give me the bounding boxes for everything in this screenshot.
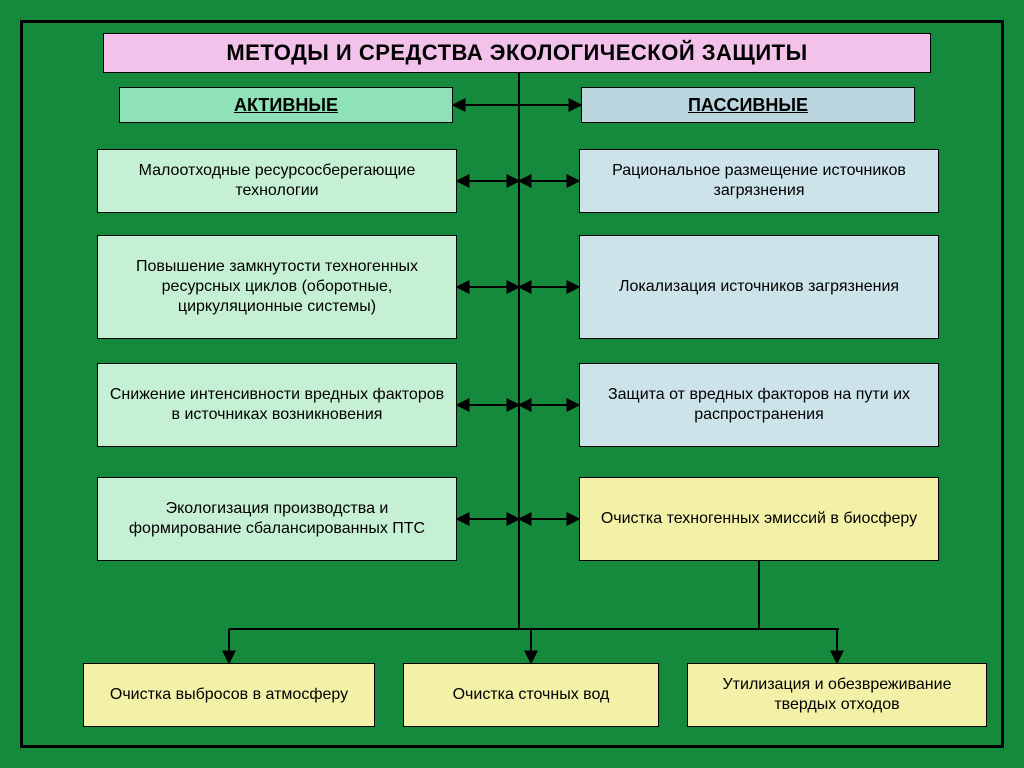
bottom-item-0-text: Очистка выбросов в атмосферу bbox=[110, 685, 348, 705]
passive-item-3: Очистка техногенных эмиссий в биосферу bbox=[579, 477, 939, 561]
active-item-2: Снижение интенсивности вредных факторов … bbox=[97, 363, 457, 447]
active-item-1-text: Повышение замкнутости техногенных ресурс… bbox=[108, 257, 446, 317]
title-text: МЕТОДЫ И СРЕДСТВА ЭКОЛОГИЧЕСКОЙ ЗАЩИТЫ bbox=[226, 39, 807, 67]
category-active-label: АКТИВНЫЕ bbox=[234, 94, 338, 117]
active-item-2-text: Снижение интенсивности вредных факторов … bbox=[108, 385, 446, 425]
bottom-item-1: Очистка сточных вод bbox=[403, 663, 659, 727]
passive-item-1-text: Локализация источников загрязнения bbox=[619, 277, 899, 297]
bottom-item-0: Очистка выбросов в атмосферу bbox=[83, 663, 375, 727]
active-item-0: Малоотходные ресурсосберегающие технолог… bbox=[97, 149, 457, 213]
diagram-outer: МЕТОДЫ И СРЕДСТВА ЭКОЛОГИЧЕСКОЙ ЗАЩИТЫ А… bbox=[0, 0, 1024, 768]
bottom-item-2-text: Утилизация и обезвреживание твердых отхо… bbox=[698, 675, 976, 715]
passive-item-0-text: Рациональное размещение источников загря… bbox=[590, 161, 928, 201]
passive-item-0: Рациональное размещение источников загря… bbox=[579, 149, 939, 213]
diagram-title: МЕТОДЫ И СРЕДСТВА ЭКОЛОГИЧЕСКОЙ ЗАЩИТЫ bbox=[103, 33, 931, 73]
active-item-0-text: Малоотходные ресурсосберегающие технолог… bbox=[108, 161, 446, 201]
category-active: АКТИВНЫЕ bbox=[119, 87, 453, 123]
category-passive-label: ПАССИВНЫЕ bbox=[688, 94, 808, 117]
passive-item-2: Защита от вредных факторов на пути их ра… bbox=[579, 363, 939, 447]
passive-item-2-text: Защита от вредных факторов на пути их ра… bbox=[590, 385, 928, 425]
diagram-inner: МЕТОДЫ И СРЕДСТВА ЭКОЛОГИЧЕСКОЙ ЗАЩИТЫ А… bbox=[20, 20, 1004, 748]
active-item-3-text: Экологизация производства и формирование… bbox=[108, 499, 446, 539]
bottom-item-2: Утилизация и обезвреживание твердых отхо… bbox=[687, 663, 987, 727]
active-item-3: Экологизация производства и формирование… bbox=[97, 477, 457, 561]
passive-item-1: Локализация источников загрязнения bbox=[579, 235, 939, 339]
passive-item-3-text: Очистка техногенных эмиссий в биосферу bbox=[601, 509, 917, 529]
active-item-1: Повышение замкнутости техногенных ресурс… bbox=[97, 235, 457, 339]
bottom-item-1-text: Очистка сточных вод bbox=[453, 685, 610, 705]
category-passive: ПАССИВНЫЕ bbox=[581, 87, 915, 123]
